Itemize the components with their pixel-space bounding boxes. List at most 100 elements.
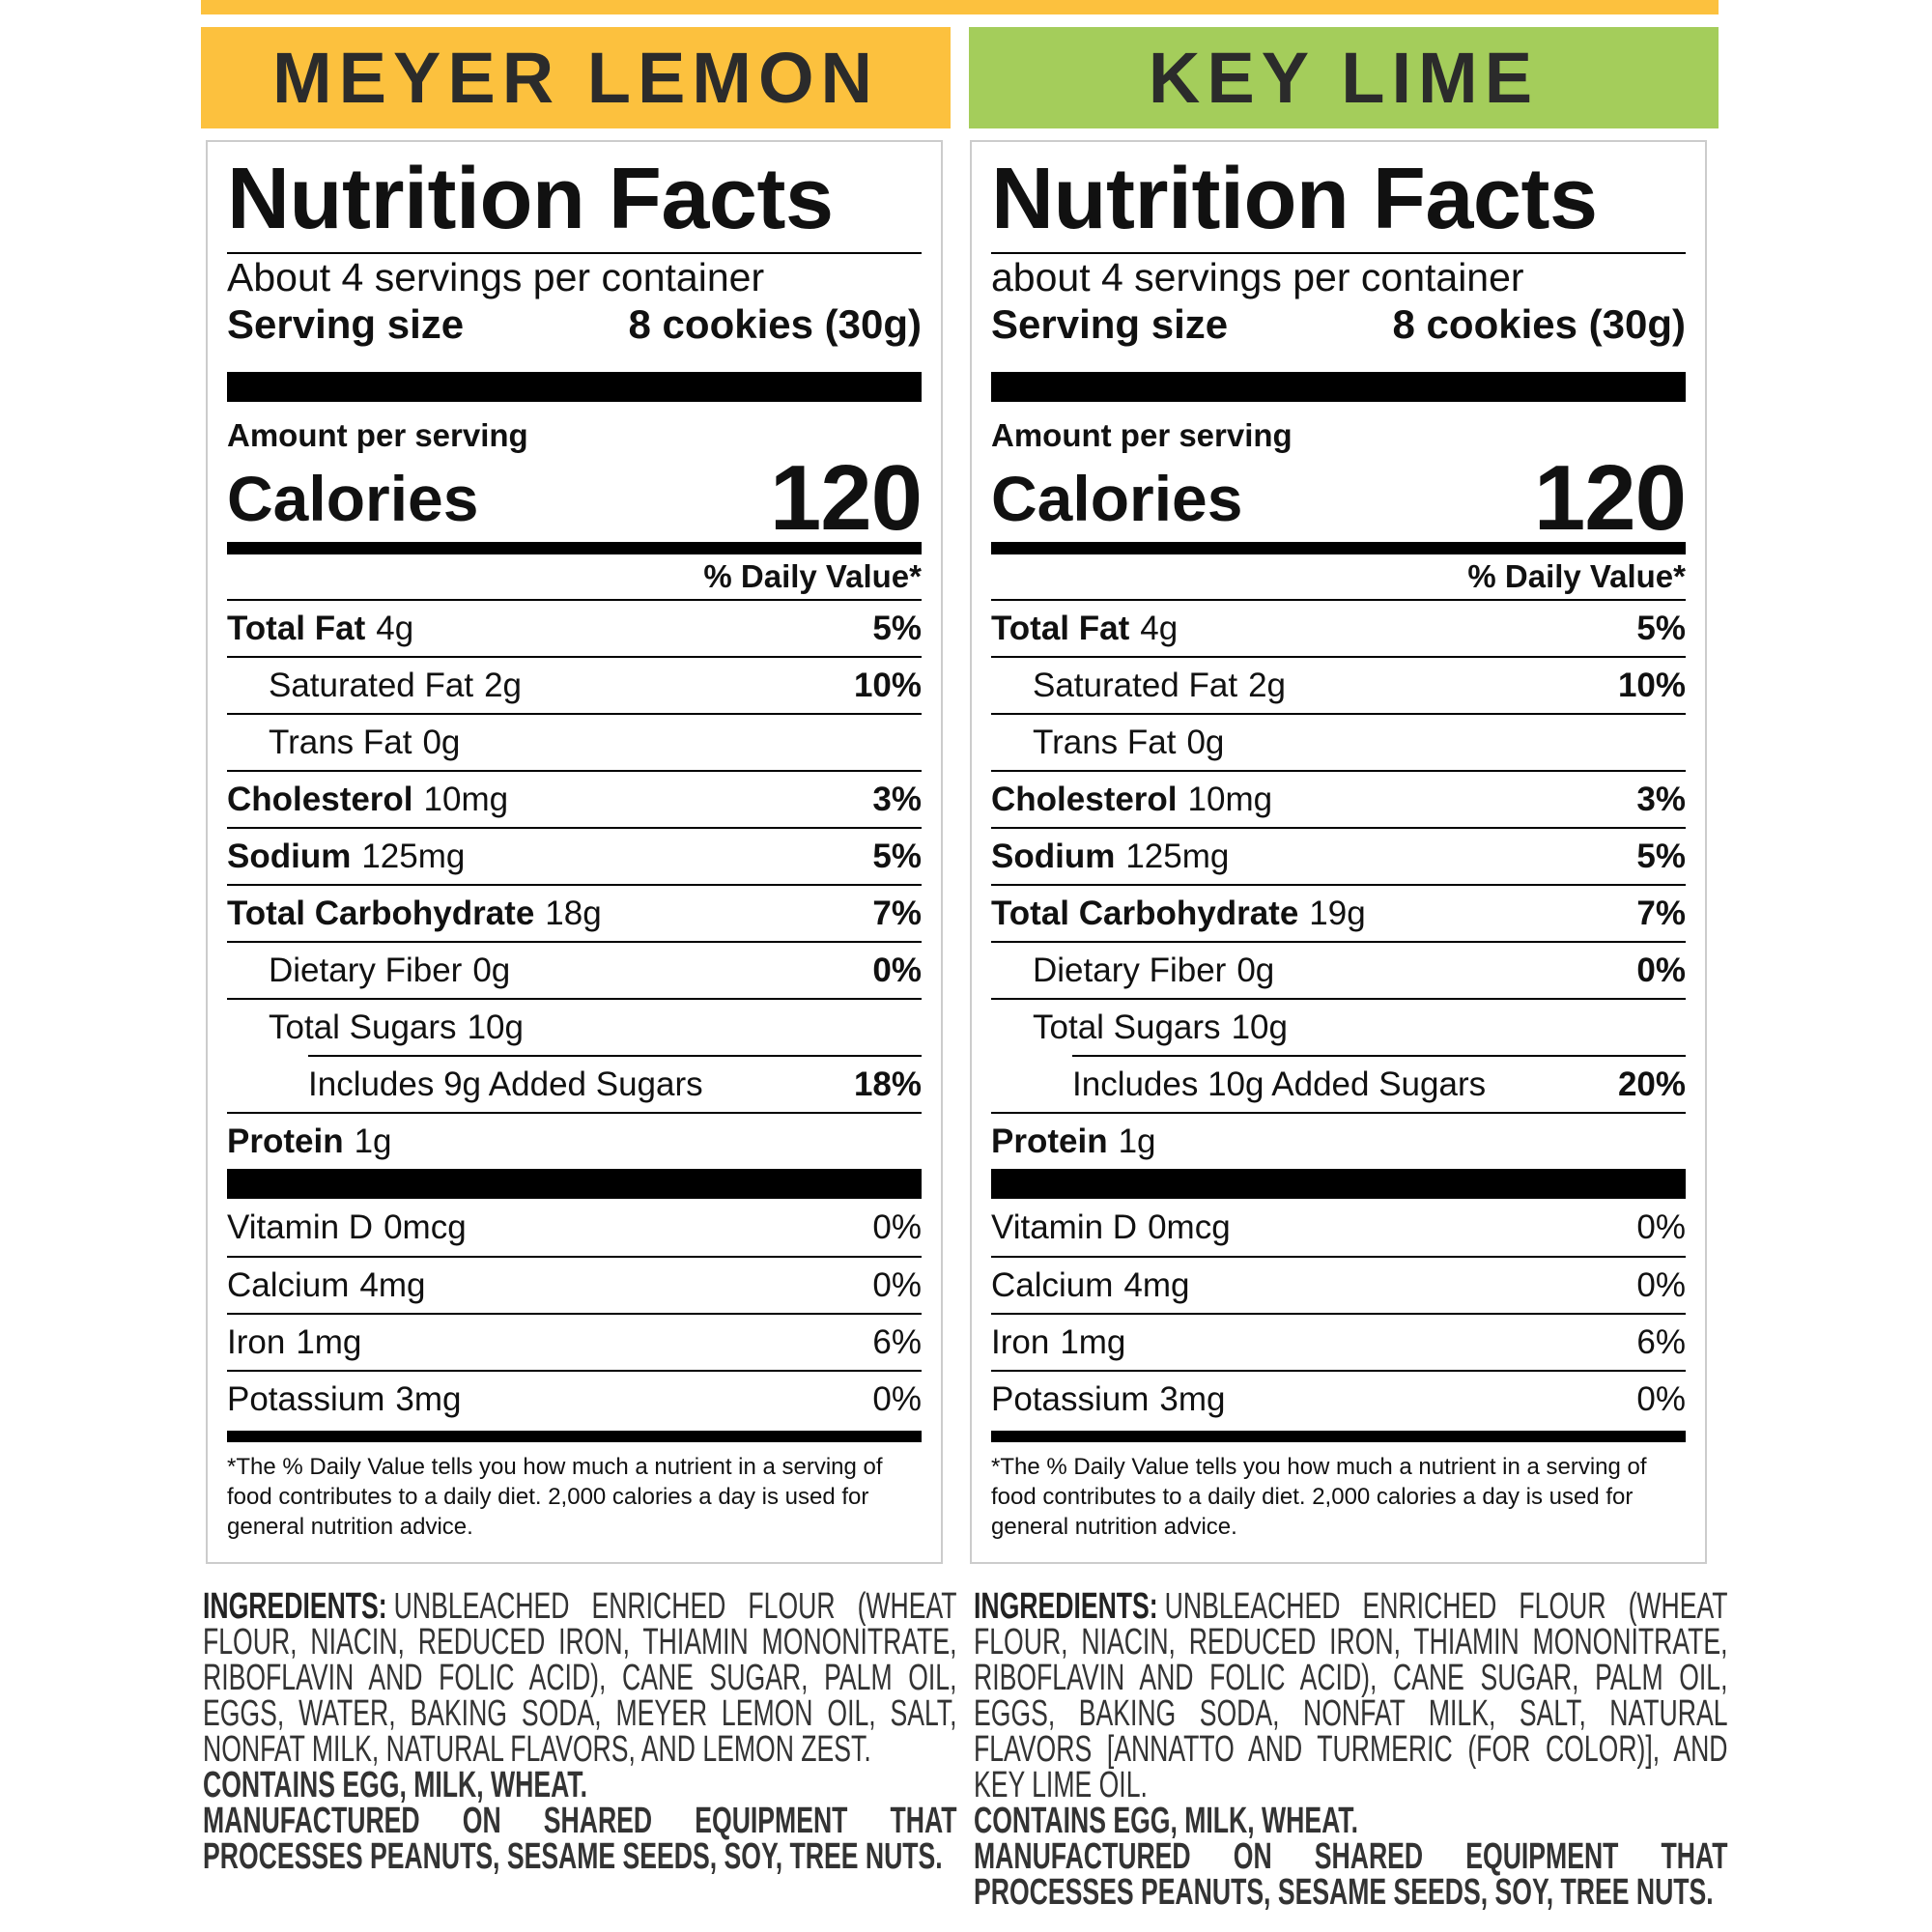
ingredients-list: INGREDIENTS: UNBLEACHED ENRICHED FLOUR (W… bbox=[203, 1586, 957, 1770]
daily-value: 5% bbox=[1636, 837, 1686, 875]
daily-value: 0% bbox=[1636, 1265, 1686, 1304]
daily-value: 0% bbox=[872, 1208, 922, 1246]
nutrient-name: Potassium bbox=[227, 1379, 385, 1418]
ingredients: INGREDIENTS: UNBLEACHED ENRICHED FLOUR (W… bbox=[974, 1586, 1728, 1911]
nutrient-name: Includes 10g Added Sugars bbox=[1072, 1065, 1487, 1103]
nutrient-row: Cholesterol 10mg 3% bbox=[227, 770, 922, 827]
nutrient-row: Protein 1g bbox=[991, 1112, 1686, 1169]
nutrient-name: Dietary Fiber bbox=[1033, 951, 1227, 989]
nutrient: Total Sugars 10g bbox=[1033, 1009, 1288, 1047]
calories-value: 120 bbox=[769, 446, 923, 550]
vitamin-row: Calcium 4mg 0% bbox=[991, 1256, 1686, 1313]
nutrient-amount: 0g bbox=[422, 723, 461, 761]
daily-value: 3% bbox=[1636, 780, 1686, 818]
thick-rule bbox=[227, 1169, 922, 1199]
facility-statement: MANUFACTURED ON SHARED EQUIPMENT THAT PR… bbox=[203, 1801, 957, 1877]
flavor-header: MEYER LEMON bbox=[201, 27, 951, 128]
nutrient-amount: 3mg bbox=[395, 1379, 462, 1418]
nutrient-row: Total Carbohydrate 18g 7% bbox=[227, 884, 922, 941]
nutrient: Dietary Fiber 0g bbox=[1033, 952, 1274, 990]
ingredients-text: UNBLEACHED ENRICHED FLOUR (WHEAT FLOUR, … bbox=[203, 1586, 957, 1770]
daily-value: 5% bbox=[872, 609, 922, 647]
nutrient-row: Total Sugars 10g bbox=[227, 998, 922, 1055]
thick-rule bbox=[227, 1431, 922, 1442]
allergen-statement: CONTAINS EGG, MILK, WHEAT. bbox=[974, 1801, 1359, 1841]
daily-value-header: % Daily Value* bbox=[703, 558, 922, 594]
vitamins: Vitamin D 0mcg 0% Calcium 4mg 0% Iron 1mg 6% Pota… bbox=[991, 1199, 1686, 1427]
nutrient: Iron 1mg bbox=[991, 1323, 1125, 1362]
nutrient: Total Fat 4g bbox=[991, 610, 1178, 648]
footnote: *The % Daily Value tells you how much a … bbox=[991, 1454, 1647, 1540]
amount-per-serving: Amount per serving bbox=[991, 417, 1293, 453]
calories-row: Calories 120 bbox=[227, 446, 923, 550]
nutrient-amount: 0g bbox=[472, 951, 511, 989]
daily-value: 0% bbox=[1636, 951, 1686, 989]
nutrient-name: Total Carbohydrate bbox=[227, 894, 535, 932]
nutrient-amount: 10mg bbox=[423, 780, 509, 818]
nutrient-row: Total Fat 4g 5% bbox=[227, 599, 922, 656]
nutrient-name: Total Fat bbox=[991, 609, 1130, 647]
nutrient: Protein 1g bbox=[991, 1122, 1156, 1161]
nutrient-amount: 19g bbox=[1309, 894, 1366, 932]
nutrient-row: Total Fat 4g 5% bbox=[991, 599, 1686, 656]
nutrient: Iron 1mg bbox=[227, 1323, 361, 1362]
footnote: *The % Daily Value tells you how much a … bbox=[227, 1454, 883, 1540]
daily-value: 7% bbox=[872, 894, 922, 932]
nutrient: Includes 9g Added Sugars bbox=[308, 1065, 703, 1104]
nutrient-name: Total Sugars bbox=[1033, 1008, 1221, 1046]
nutrient: Total Carbohydrate 18g bbox=[227, 895, 602, 933]
nutrient-amount: 3mg bbox=[1159, 1379, 1226, 1418]
nutrient: Sodium 125mg bbox=[227, 838, 465, 876]
nutrient-name: Trans Fat bbox=[269, 723, 412, 761]
nutrient-name: Vitamin D bbox=[991, 1208, 1138, 1246]
nutrient-name: Sodium bbox=[227, 837, 352, 875]
vitamin-row: Iron 1mg 6% bbox=[991, 1313, 1686, 1370]
nutrient: Vitamin D 0mcg bbox=[991, 1208, 1231, 1247]
nutrient-amount: 0g bbox=[1186, 723, 1225, 761]
nutrient: Protein 1g bbox=[227, 1122, 392, 1161]
serving-size-value: 8 cookies (30g) bbox=[628, 301, 922, 347]
nutrient: Cholesterol 10mg bbox=[991, 781, 1272, 819]
nutrient-amount: 125mg bbox=[1125, 837, 1230, 875]
nutrient-amount: 0mcg bbox=[1148, 1208, 1231, 1246]
amount-per-serving: Amount per serving bbox=[227, 417, 528, 453]
nutrient: Includes 10g Added Sugars bbox=[1072, 1065, 1486, 1104]
daily-value: 5% bbox=[1636, 609, 1686, 647]
nutrient-name: Saturated Fat bbox=[269, 666, 474, 704]
nutrient-row: Saturated Fat 2g 10% bbox=[991, 656, 1686, 713]
nutrient: Calcium 4mg bbox=[991, 1266, 1190, 1305]
nutrient-amount: 125mg bbox=[361, 837, 466, 875]
nutrient-amount: 2g bbox=[1248, 666, 1287, 704]
nutrient: Calcium 4mg bbox=[227, 1266, 426, 1305]
thick-rule bbox=[227, 542, 922, 554]
nutrient: Total Carbohydrate 19g bbox=[991, 895, 1366, 933]
nutrient-row: Cholesterol 10mg 3% bbox=[991, 770, 1686, 827]
ingredients: INGREDIENTS: UNBLEACHED ENRICHED FLOUR (W… bbox=[203, 1586, 957, 1877]
nutrient-name: Cholesterol bbox=[991, 780, 1178, 818]
nutrient-name: Calcium bbox=[991, 1265, 1114, 1304]
nutrient-amount: 1mg bbox=[1060, 1322, 1126, 1361]
nutrient-amount: 0mcg bbox=[384, 1208, 467, 1246]
nutrient-name: Iron bbox=[991, 1322, 1050, 1361]
daily-value: 0% bbox=[1636, 1208, 1686, 1246]
nutrient-amount: 1g bbox=[1118, 1122, 1156, 1160]
nutrient-name: Iron bbox=[227, 1322, 286, 1361]
vitamin-row: Vitamin D 0mcg 0% bbox=[227, 1199, 922, 1256]
nutrient: Potassium 3mg bbox=[227, 1380, 462, 1419]
daily-value: 5% bbox=[872, 837, 922, 875]
daily-value: 10% bbox=[1617, 666, 1686, 704]
nutrient-name: Total Carbohydrate bbox=[991, 894, 1299, 932]
nutrient: Saturated Fat 2g bbox=[269, 667, 522, 705]
nutrient-row: Protein 1g bbox=[227, 1112, 922, 1169]
daily-value: 10% bbox=[853, 666, 922, 704]
nutrient: Trans Fat 0g bbox=[269, 724, 460, 762]
daily-value-header: % Daily Value* bbox=[1467, 558, 1686, 594]
nutrition-label: Nutrition Facts about 4 servings per cont… bbox=[970, 140, 1707, 1564]
nutrient-name: Total Fat bbox=[227, 609, 366, 647]
nutrient: Total Fat 4g bbox=[227, 610, 413, 648]
serving-size: Serving size 8 cookies (30g) bbox=[227, 300, 922, 349]
ingredients-label: INGREDIENTS: bbox=[974, 1586, 1158, 1627]
nutrient-row: Saturated Fat 2g 10% bbox=[227, 656, 922, 713]
nutrient-row: Includes 9g Added Sugars 18% bbox=[308, 1055, 922, 1112]
